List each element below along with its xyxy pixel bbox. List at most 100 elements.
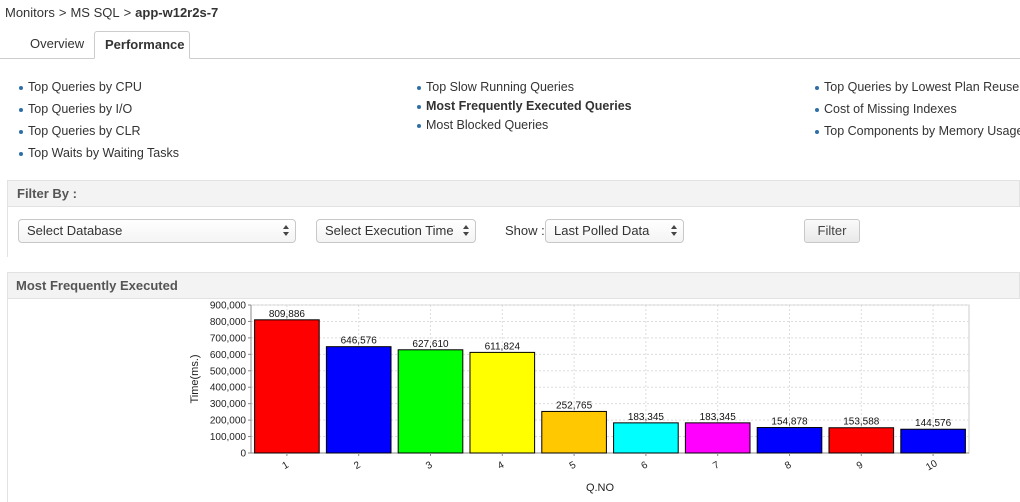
y-axis-label: Time(ms.) [189, 354, 201, 403]
breadcrumb-separator: > [58, 5, 67, 20]
link-most-frequently-executed[interactable]: Most Frequently Executed Queries [417, 98, 632, 117]
bar-value-label: 252,765 [556, 400, 593, 411]
link-label: Top Queries by CLR [28, 124, 141, 138]
y-tick-label: 200,000 [210, 416, 247, 427]
bar [325, 346, 392, 454]
bullet-icon [417, 104, 421, 109]
database-select[interactable]: Select Database [18, 219, 296, 243]
show-select[interactable]: Last Polled Data [545, 219, 684, 243]
database-select-value: Select Database [27, 223, 123, 238]
bar [541, 410, 607, 454]
bar-value-label: 183,345 [628, 412, 665, 423]
breadcrumb-separator: > [123, 5, 132, 20]
bar [756, 427, 823, 454]
x-tick-label: 2 [352, 459, 363, 472]
link-top-slow-queries[interactable]: Top Slow Running Queries [417, 79, 632, 98]
bullet-icon [815, 85, 819, 90]
y-tick-label: 900,000 [210, 301, 247, 312]
tab-performance[interactable]: Performance [94, 31, 190, 59]
link-label: Top Waits by Waiting Tasks [28, 146, 179, 160]
x-axis-label: Q.NO [586, 482, 615, 494]
x-tick-label: 9 [855, 459, 866, 472]
link-label: Top Components by Memory Usage [824, 124, 1020, 138]
execution-time-select[interactable]: Select Execution Time [316, 219, 476, 243]
x-tick-label: 10 [924, 458, 940, 473]
bullet-icon [417, 85, 421, 90]
link-label: Top Queries by Lowest Plan Reuse [824, 80, 1020, 94]
bar [828, 427, 895, 454]
breadcrumb-monitors[interactable]: Monitors [5, 5, 55, 20]
bullet-icon [417, 123, 421, 128]
report-links-column-2: Top Slow Running Queries Most Frequently… [417, 79, 632, 136]
bar-value-label: 183,345 [700, 412, 737, 423]
show-select-value: Last Polled Data [554, 223, 650, 238]
link-top-waits[interactable]: Top Waits by Waiting Tasks [19, 145, 179, 167]
x-tick-label: 5 [568, 459, 579, 472]
execution-time-select-value: Select Execution Time [325, 223, 454, 238]
breadcrumb-current: app-w12r2s-7 [135, 5, 219, 20]
link-label: Most Blocked Queries [426, 118, 549, 132]
breadcrumb: Monitors > MS SQL > app-w12r2s-7 [5, 5, 218, 20]
y-tick-label: 300,000 [210, 399, 247, 410]
bar [397, 349, 464, 454]
bar [613, 422, 679, 454]
link-top-queries-cpu[interactable]: Top Queries by CPU [19, 79, 179, 101]
x-tick-label: 6 [639, 459, 650, 472]
y-tick-label: 400,000 [210, 383, 247, 394]
bar-value-label: 154,878 [771, 417, 808, 428]
bar-value-label: 627,610 [412, 339, 449, 350]
link-most-blocked[interactable]: Most Blocked Queries [417, 117, 632, 136]
report-links-column-3: Top Queries by Lowest Plan Reuse Cost of… [815, 79, 1020, 145]
link-label: Top Slow Running Queries [426, 80, 574, 94]
bar [684, 422, 751, 454]
bar [469, 351, 536, 454]
tab-bar: Overview Performance [0, 31, 1020, 59]
show-label: Show : [505, 223, 545, 238]
x-tick-label: 3 [424, 459, 435, 472]
x-tick-label: 4 [496, 459, 507, 472]
bar-value-label: 144,576 [915, 418, 952, 429]
select-arrows-icon [671, 224, 678, 238]
link-label: Cost of Missing Indexes [824, 102, 957, 116]
link-missing-indexes[interactable]: Cost of Missing Indexes [815, 101, 1020, 123]
link-label: Top Queries by I/O [28, 102, 133, 116]
filter-button[interactable]: Filter [804, 219, 860, 243]
bar-value-label: 646,576 [341, 336, 378, 347]
bar-chart: 0 100,000 200,000 300,000 400,000 500,000 600,… [189, 301, 970, 494]
bullet-icon [19, 151, 23, 156]
report-links-column-1: Top Queries by CPU Top Queries by I/O To… [19, 79, 179, 167]
bar [254, 319, 320, 454]
y-tick-label: 700,000 [210, 333, 247, 344]
link-label: Most Frequently Executed Queries [426, 99, 632, 113]
link-top-queries-io[interactable]: Top Queries by I/O [19, 101, 179, 123]
link-top-queries-clr[interactable]: Top Queries by CLR [19, 123, 179, 145]
x-tick-label: 7 [711, 459, 722, 472]
breadcrumb-mssql[interactable]: MS SQL [70, 5, 120, 20]
link-memory-components[interactable]: Top Components by Memory Usage [815, 123, 1020, 145]
chart-section-title: Most Frequently Executed [7, 272, 1020, 299]
bullet-icon [19, 107, 23, 112]
tab-overview[interactable]: Overview [30, 36, 85, 51]
y-tick-label: 0 [240, 449, 246, 460]
bullet-icon [19, 85, 23, 90]
link-lowest-plan-reuse[interactable]: Top Queries by Lowest Plan Reuse [815, 79, 1020, 101]
bar-value-label: 611,824 [485, 341, 521, 352]
chart-section: 0 100,000 200,000 300,000 400,000 500,000 600,… [7, 299, 1020, 502]
bullet-icon [815, 129, 819, 134]
bar [900, 428, 966, 454]
y-tick-label: 600,000 [210, 350, 247, 361]
select-arrows-icon [463, 224, 470, 238]
filter-section-title: Filter By : [7, 180, 1020, 207]
y-tick-label: 500,000 [210, 366, 247, 377]
bullet-icon [19, 129, 23, 134]
y-tick-label: 100,000 [210, 432, 247, 443]
bullet-icon [815, 107, 819, 112]
filter-section [7, 207, 1020, 257]
bar-value-label: 153,588 [843, 417, 880, 428]
x-tick-label: 8 [783, 459, 794, 472]
link-label: Top Queries by CPU [28, 80, 142, 94]
x-tick-label: 1 [280, 459, 291, 472]
select-arrows-icon [283, 224, 290, 238]
bar-value-label: 809,886 [269, 309, 306, 320]
y-tick-label: 800,000 [210, 317, 247, 328]
